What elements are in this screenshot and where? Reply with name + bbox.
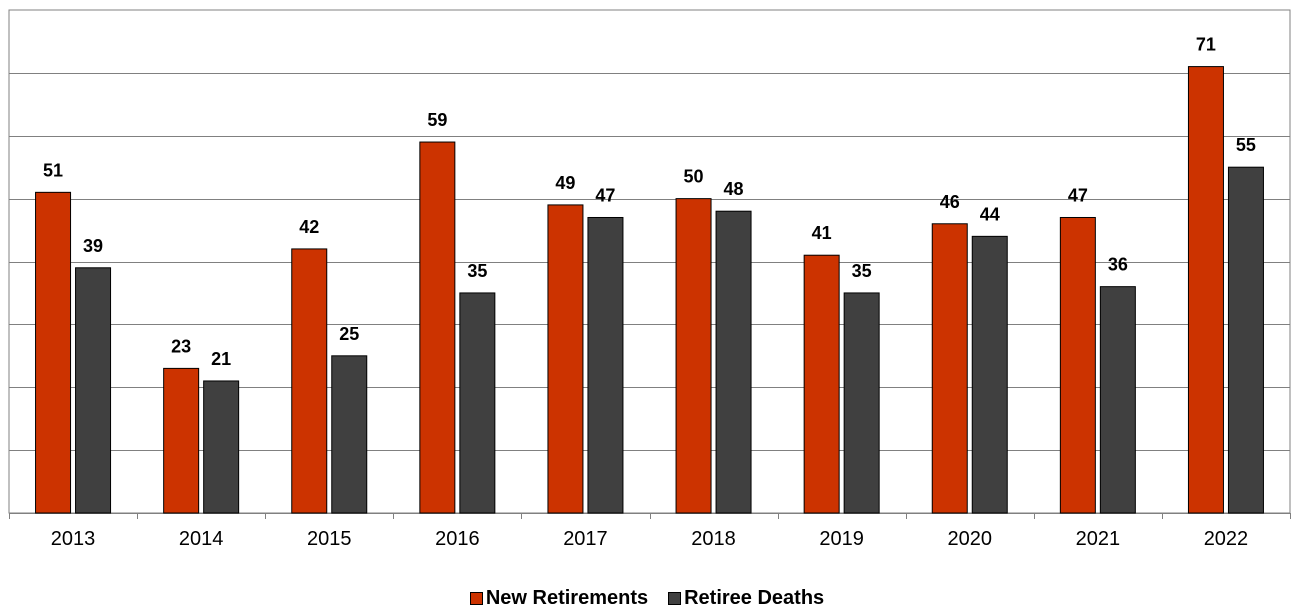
bar-retiree-deaths-2017 xyxy=(587,216,624,514)
bar-retiree-deaths-2018 xyxy=(715,210,752,514)
legend-swatch-new-retirements xyxy=(469,592,483,605)
x-tick-label-2015: 2015 xyxy=(307,528,352,550)
x-tick-label-2019: 2019 xyxy=(819,528,864,550)
data-label-new-retirements-2020: 46 xyxy=(940,192,960,212)
data-label-retiree-deaths-2019: 35 xyxy=(852,261,872,281)
x-tick-label-2022: 2022 xyxy=(1204,528,1249,550)
bar-retiree-deaths-2015 xyxy=(331,355,368,514)
bar-retiree-deaths-2019 xyxy=(843,292,880,514)
data-label-new-retirements-2016: 59 xyxy=(427,110,447,130)
bar-new-retirements-2013 xyxy=(35,191,72,514)
x-tick-label-2021: 2021 xyxy=(1076,528,1121,550)
bar-new-retirements-2015 xyxy=(291,248,328,514)
x-tick-label-2016: 2016 xyxy=(435,528,480,550)
data-label-retiree-deaths-2018: 48 xyxy=(724,179,744,199)
bar-new-retirements-2022 xyxy=(1187,66,1224,514)
data-label-retiree-deaths-2022: 55 xyxy=(1236,135,1256,155)
data-label-retiree-deaths-2021: 36 xyxy=(1108,255,1128,275)
bar-chart-plot: 2013 51 39 2014 23 21 2015 42 25 2016 59 35 2017 49 47… xyxy=(8,9,1291,550)
bar-retiree-deaths-2013 xyxy=(75,267,112,514)
data-label-new-retirements-2018: 50 xyxy=(684,167,704,187)
data-label-new-retirements-2015: 42 xyxy=(299,217,319,237)
bar-retiree-deaths-2014 xyxy=(203,380,240,514)
data-label-new-retirements-2021: 47 xyxy=(1068,185,1088,205)
data-label-retiree-deaths-2016: 35 xyxy=(467,261,487,281)
data-label-new-retirements-2017: 49 xyxy=(555,173,575,193)
chart-legend: New Retirements Retiree Deaths xyxy=(0,587,1294,610)
legend-swatch-retiree-deaths xyxy=(668,592,682,605)
bar-new-retirements-2016 xyxy=(419,141,456,514)
data-label-new-retirements-2013: 51 xyxy=(43,160,63,180)
bar-new-retirements-2018 xyxy=(675,198,712,514)
bar-new-retirements-2014 xyxy=(163,367,200,514)
bar-new-retirements-2020 xyxy=(931,223,968,514)
bar-retiree-deaths-2021 xyxy=(1099,286,1136,514)
bar-new-retirements-2017 xyxy=(547,204,584,514)
data-label-new-retirements-2022: 71 xyxy=(1196,35,1216,55)
bar-new-retirements-2021 xyxy=(1059,216,1096,514)
bar-new-retirements-2019 xyxy=(803,254,840,514)
x-tick-label-2014: 2014 xyxy=(179,528,224,550)
data-label-retiree-deaths-2015: 25 xyxy=(339,324,359,344)
data-label-retiree-deaths-2017: 47 xyxy=(595,185,615,205)
data-label-retiree-deaths-2020: 44 xyxy=(980,204,1000,224)
legend-label-new-retirements: New Retirements xyxy=(485,587,649,609)
x-tick-label-2013: 2013 xyxy=(51,528,96,550)
plot-area-border xyxy=(8,9,1291,514)
legend-label-retiree-deaths: Retiree Deaths xyxy=(684,587,825,609)
legend-item-retiree-deaths: Retiree Deaths xyxy=(668,587,824,610)
data-label-retiree-deaths-2014: 21 xyxy=(211,349,231,369)
data-label-retiree-deaths-2013: 39 xyxy=(83,236,103,256)
bar-retiree-deaths-2022 xyxy=(1227,166,1264,514)
data-label-new-retirements-2019: 41 xyxy=(812,223,832,243)
x-tick-label-2020: 2020 xyxy=(948,528,993,550)
bar-retiree-deaths-2016 xyxy=(459,292,496,514)
bar-retiree-deaths-2020 xyxy=(971,235,1008,514)
legend-item-new-retirements: New Retirements xyxy=(469,587,649,610)
x-tick-label-2017: 2017 xyxy=(563,528,608,550)
data-label-new-retirements-2014: 23 xyxy=(171,336,191,356)
x-tick-label-2018: 2018 xyxy=(691,528,736,550)
